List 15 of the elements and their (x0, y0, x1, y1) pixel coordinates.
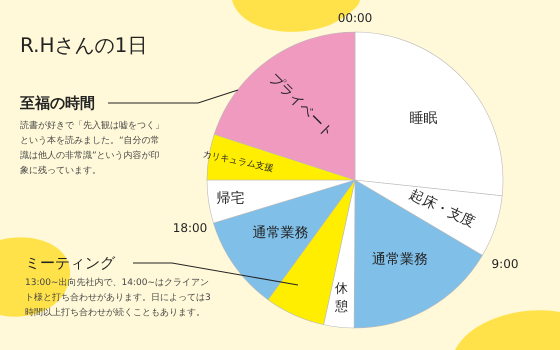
text: 9:00 (492, 257, 518, 271)
slice-label: 帰宅 (216, 190, 245, 206)
slice-label: プライベート (266, 70, 337, 141)
slice-label: 通常業務 (372, 252, 428, 268)
slice-label: 起床・支度 (407, 186, 478, 231)
text: 至福の時間 (19, 94, 95, 112)
text: 00:00 (338, 11, 372, 25)
slice-label: 通常業務 (252, 225, 308, 242)
text: 読書が好きで「先入観は嘘をつく」という本を読みました。“自分の常識は他人の非常識”という内容が印象に残っています。 (20, 120, 164, 176)
slice-label: 休憩 (334, 282, 348, 315)
slice-label: 睡眠 (409, 110, 438, 126)
slice-label: カリキュラム支援 (202, 148, 274, 174)
chart-title: R.Hさんの1日 (20, 33, 148, 57)
text: 18:00 (172, 221, 208, 235)
text: ミーティング (25, 254, 116, 272)
